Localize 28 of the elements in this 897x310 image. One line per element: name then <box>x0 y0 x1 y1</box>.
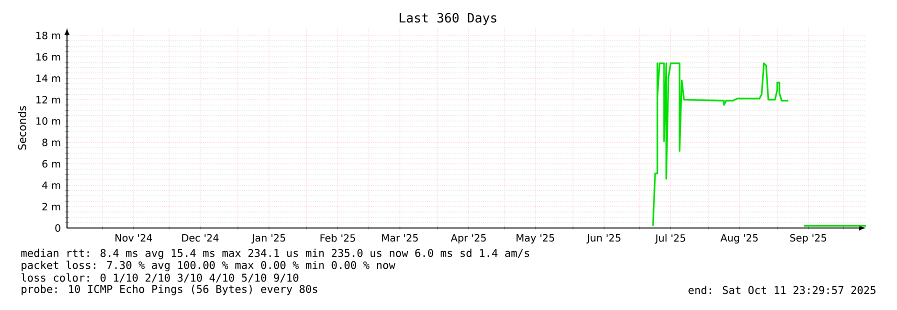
x-tick-label: Aug '25 <box>720 234 758 244</box>
x-tick-label: Sep '25 <box>790 234 826 244</box>
x-tick-label: Feb '25 <box>320 234 356 242</box>
x-tick-label: Mar '25 <box>382 234 418 242</box>
y-tick-label: 4 m <box>42 182 60 189</box>
x-tick-label: Jun '25 <box>586 234 620 244</box>
x-tick-label: Nov '24 <box>115 234 152 242</box>
chart-title: Last 360 Days <box>400 12 496 26</box>
text: loss color: 0 1/10 2/10 3/10 4/10 5/10 9/10 <box>22 273 298 283</box>
y-tick-label: 12 m <box>36 96 60 104</box>
y-tick-label: 8 m <box>42 138 60 146</box>
text: median rtt: 8.4 ms avg 15.4 ms max 234.1 us min 235.0 us now 6.0 ms sd 1.4 am/s <box>21 248 530 260</box>
y-tick-label: 16 m <box>36 53 60 61</box>
x-tick-label: May '25 <box>516 234 554 244</box>
x-tick-label: Dec '24 <box>182 234 219 242</box>
y-tick-label: 18 m <box>36 32 60 40</box>
text: probe: 10 ICMP Echo Pings (56 Bytes) every 80s <box>22 284 318 296</box>
y-axis-title: Seconds <box>18 106 26 150</box>
x-tick-label: Jan '25 <box>251 234 286 244</box>
y-tick-label: 2 m <box>42 202 60 210</box>
y-tick-label: 6 m <box>42 160 60 168</box>
y-tick-label: 14 m <box>36 74 60 82</box>
y-tick-label: 10 m <box>36 117 60 125</box>
x-tick-label: Jul '25 <box>654 234 686 244</box>
x-tick-label: Apr '25 <box>450 234 486 244</box>
y-tick-label: 0 <box>55 224 60 232</box>
text: end: Sat Oct 11 23:29:57 2025 <box>688 286 876 294</box>
text: packet loss: 7.30 % avg 100.00 % max 0.00 % min 0.00 % now <box>22 260 396 272</box>
